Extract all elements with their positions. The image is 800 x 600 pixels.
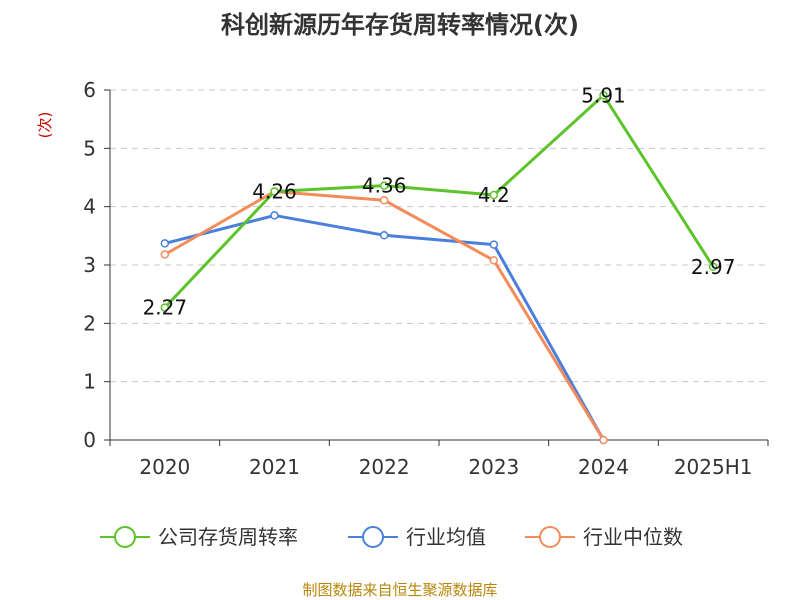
x-tick-label: 2023 bbox=[468, 455, 519, 479]
x-tick-label: 2020 bbox=[139, 455, 190, 479]
data-point bbox=[160, 239, 170, 248]
data-point bbox=[489, 190, 499, 200]
legend-item: 公司存货周转率 bbox=[100, 525, 298, 549]
chart-title: 科创新源历年存货周转率情况(次) bbox=[221, 11, 579, 39]
x-tick-label: 2022 bbox=[359, 455, 410, 479]
series-lines bbox=[160, 91, 718, 445]
y-tick-label: 1 bbox=[83, 370, 96, 394]
axes: 0 1 2 3 4 5 6 2020 2021 2022 2023 2024 2025H1 bbox=[83, 78, 769, 479]
series-line bbox=[163, 93, 715, 309]
x-tick-label: 2024 bbox=[578, 455, 629, 479]
data-point bbox=[599, 435, 608, 445]
data-label: 2.27 bbox=[143, 296, 188, 320]
legend-item: 行业中位数 bbox=[525, 525, 683, 549]
data-label: 2.97 bbox=[691, 255, 736, 279]
legend-item: 行业均值 bbox=[348, 525, 486, 549]
y-tick-label: 2 bbox=[83, 311, 96, 335]
series-line bbox=[164, 213, 605, 441]
x-tick-label: 2025H1 bbox=[674, 455, 753, 479]
y-tick-label: 6 bbox=[83, 78, 96, 102]
data-point bbox=[708, 262, 718, 271]
legend-marker bbox=[539, 526, 561, 548]
legend-marker bbox=[362, 526, 384, 548]
source-note: 制图数据来自恒生聚源数据库 bbox=[302, 581, 497, 599]
legend-label: 行业中位数 bbox=[583, 525, 683, 549]
data-labels: 2.27 4.26 4.36 4.2 5.91 2.97 bbox=[143, 83, 736, 319]
x-tick-label: 2021 bbox=[249, 455, 300, 479]
data-point bbox=[160, 303, 170, 312]
data-point bbox=[270, 211, 279, 220]
data-label: 4.26 bbox=[252, 180, 297, 204]
gridlines bbox=[110, 89, 768, 383]
data-label: 5.91 bbox=[581, 83, 626, 107]
data-point bbox=[489, 256, 499, 265]
data-point bbox=[599, 91, 608, 100]
series-line bbox=[164, 190, 605, 441]
legend: 公司存货周转率 行业均值 行业中位数 bbox=[100, 525, 683, 549]
data-label: 4.36 bbox=[362, 174, 407, 198]
data-label: 4.2 bbox=[478, 183, 510, 207]
y-tick-label: 5 bbox=[83, 136, 96, 160]
legend-label: 公司存货周转率 bbox=[158, 525, 298, 549]
y-tick-label: 0 bbox=[83, 428, 96, 452]
y-tick-label: 4 bbox=[83, 195, 96, 219]
legend-label: 行业均值 bbox=[406, 525, 486, 549]
data-point bbox=[489, 240, 499, 249]
data-point bbox=[379, 196, 389, 205]
data-point bbox=[379, 231, 389, 240]
data-point bbox=[270, 187, 279, 196]
y-tick-label: 3 bbox=[83, 253, 96, 277]
y-axis-unit-label: (次) bbox=[36, 112, 54, 139]
data-point bbox=[160, 250, 170, 259]
legend-marker bbox=[114, 526, 136, 548]
data-point bbox=[379, 181, 389, 190]
